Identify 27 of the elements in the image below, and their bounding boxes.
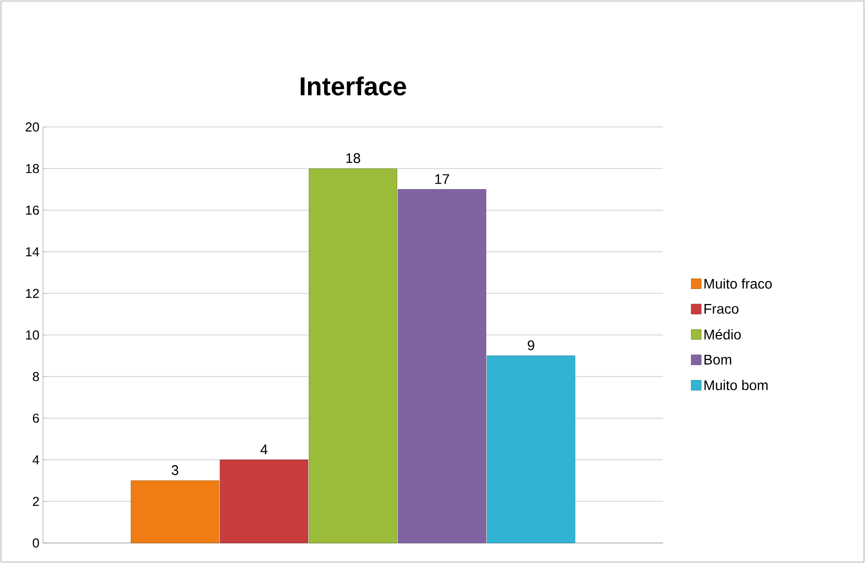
bar	[398, 189, 486, 544]
chart-title: Interface	[300, 76, 406, 96]
y-tick-label: 8	[32, 372, 39, 382]
y-tick-label: 16	[26, 206, 39, 215]
data-label: 3	[172, 465, 178, 476]
legend-label: Médio	[704, 329, 741, 340]
bar	[308, 168, 398, 544]
data-label: 17	[435, 174, 450, 184]
legend-label: Fraco	[704, 304, 738, 314]
y-tick-label: 2	[32, 496, 39, 506]
y-tick-label: 14	[26, 247, 40, 256]
legend-label: Muito bom	[704, 380, 768, 390]
y-tick-label: 4	[32, 455, 40, 464]
bar	[130, 480, 220, 544]
y-tick-label: 6	[32, 414, 39, 423]
data-label: 9	[528, 340, 534, 350]
y-tick-label: 18	[26, 164, 39, 174]
y-tick-label: 10	[26, 330, 39, 340]
y-tick-label: 12	[26, 288, 39, 298]
y-tick-label: 20	[26, 122, 39, 132]
y-tick-label: 0	[32, 538, 39, 548]
bar	[486, 356, 576, 544]
legend-label: Muito fraco	[704, 278, 772, 289]
legend-label: Bom	[704, 354, 732, 365]
data-label: 4	[260, 444, 268, 454]
bar	[220, 460, 308, 544]
data-label: 18	[346, 153, 360, 164]
